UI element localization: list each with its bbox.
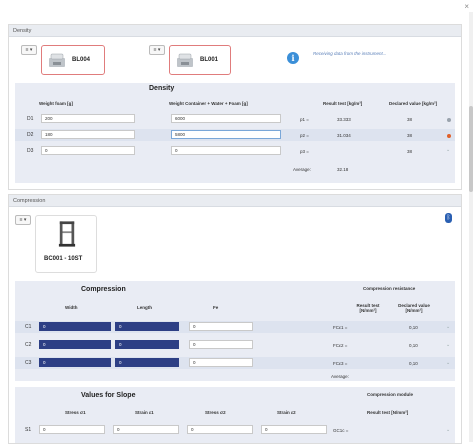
fc-label-c1: FCε1 = bbox=[333, 325, 348, 330]
stress1-input-s1[interactable]: 0 bbox=[39, 425, 105, 434]
header-declared-n: Declared value [N/mm²] bbox=[398, 303, 430, 313]
device-label: BC001 - 10ST bbox=[44, 256, 83, 262]
compression-average-label: Average: bbox=[331, 374, 349, 379]
length-input-c2[interactable]: 0 bbox=[115, 340, 179, 349]
device-card-bc001[interactable]: BC001 - 10ST bbox=[35, 215, 97, 273]
fe-input-c2[interactable]: 0 bbox=[189, 340, 253, 349]
declared-c3: 0,10 bbox=[409, 361, 418, 366]
row-label-s1: S1 bbox=[25, 427, 32, 433]
row-label-d2: D2 bbox=[27, 132, 34, 138]
density-table: Density Weight foam [g] Weight Container… bbox=[15, 83, 455, 183]
density-panel-title: Density bbox=[9, 25, 461, 37]
compression-module-title: Compression module bbox=[367, 392, 414, 397]
header-declared: Declared value [kg/m³] bbox=[389, 101, 438, 106]
density-menu-button-2[interactable]: ≡ ▾ bbox=[149, 45, 165, 55]
slope-table: Values for Slope Compression module Stre… bbox=[15, 387, 455, 443]
header-result-gc: Result test [N/mm²] bbox=[367, 410, 409, 415]
header-weight-container: Weight Container + Water + Foam [g] bbox=[169, 101, 248, 106]
compression-table: Compression Compression resistance Width… bbox=[15, 281, 455, 381]
density-panel: Density ≡ ▾ BL004 ≡ ▾ BL001 i Receiving … bbox=[8, 24, 462, 190]
density-average-value: 32.18 bbox=[337, 167, 349, 172]
chevron-down-icon[interactable]: ⌄ bbox=[446, 147, 451, 153]
header-width: Width bbox=[65, 305, 78, 310]
row-label-c1: C1 bbox=[25, 324, 32, 330]
result-d1: 33.333 bbox=[337, 117, 351, 122]
scale-icon bbox=[49, 53, 65, 67]
width-input-c2[interactable]: 0 bbox=[39, 340, 111, 349]
compression-table-title: Compression bbox=[81, 286, 126, 293]
header-fe: Fe bbox=[213, 305, 219, 310]
info-icon: i bbox=[287, 52, 299, 64]
width-input-c3[interactable]: 0 bbox=[39, 358, 111, 367]
header-stress1: Stress σ1 bbox=[65, 410, 86, 415]
header-strain2: Strain ε2 bbox=[277, 410, 296, 415]
status-dot-d2 bbox=[447, 134, 451, 138]
weight-container-input-d1[interactable]: 6000 bbox=[171, 114, 281, 123]
status-dot-d1 bbox=[447, 118, 451, 122]
width-input-c1[interactable]: 0 bbox=[39, 322, 111, 331]
header-stress2: Stress σ2 bbox=[205, 410, 226, 415]
chevron-down-icon[interactable]: ⌄ bbox=[446, 360, 451, 366]
row-label-c2: C2 bbox=[25, 342, 32, 348]
weight-foam-input-d3[interactable]: 0 bbox=[41, 146, 135, 155]
p-label-d2: p2 = bbox=[300, 133, 309, 138]
info-status-text: Receiving data from the instrument... bbox=[313, 51, 387, 56]
scale-card-bl001[interactable]: BL001 bbox=[169, 45, 231, 75]
strain1-input-s1[interactable]: 0 bbox=[113, 425, 179, 434]
declared-d1: 38 bbox=[407, 117, 413, 122]
scale-label-bl001: BL001 bbox=[200, 57, 219, 63]
p-label-d3: p3 = bbox=[300, 149, 309, 154]
density-average-label: Average: bbox=[293, 167, 311, 172]
chevron-down-icon[interactable]: ⌄ bbox=[446, 324, 451, 330]
fe-input-c1[interactable]: 0 bbox=[189, 322, 253, 331]
length-input-c3[interactable]: 0 bbox=[115, 358, 179, 367]
declared-d3: 38 bbox=[407, 149, 413, 154]
header-length: Length bbox=[137, 305, 152, 310]
row-label-d1: D1 bbox=[27, 116, 34, 122]
header-result-n: Result test [N/mm²] bbox=[356, 303, 380, 313]
close-icon[interactable]: × bbox=[464, 2, 469, 11]
slope-table-title: Values for Slope bbox=[81, 392, 136, 399]
gc-label-s1: GC1c = bbox=[333, 428, 349, 433]
test-machine-icon bbox=[58, 221, 76, 247]
header-strain1: Strain ε1 bbox=[135, 410, 154, 415]
declared-c1: 0,10 bbox=[409, 325, 418, 330]
header-weight-foam: Weight foam [g] bbox=[39, 101, 73, 106]
chevron-down-icon[interactable]: ⌄ bbox=[446, 342, 451, 348]
compression-panel: Compression ≡ ▾ ᛒ BC001 - 10ST Compressi… bbox=[8, 194, 462, 444]
fc-label-c2: FCε2 = bbox=[333, 343, 348, 348]
strain2-input-s1[interactable]: 0 bbox=[261, 425, 327, 434]
row-label-d3: D3 bbox=[27, 148, 34, 154]
compression-resistance-title: Compression resistance bbox=[363, 286, 416, 291]
weight-foam-input-d2[interactable]: 180 bbox=[41, 130, 135, 139]
row-label-c3: C3 bbox=[25, 360, 32, 366]
chevron-down-icon[interactable]: ⌄ bbox=[446, 427, 451, 433]
bluetooth-icon[interactable]: ᛒ bbox=[445, 213, 452, 223]
density-menu-button[interactable]: ≡ ▾ bbox=[21, 45, 37, 55]
compression-menu-button[interactable]: ≡ ▾ bbox=[15, 215, 31, 225]
scale-label-bl004: BL004 bbox=[72, 57, 91, 63]
weight-container-input-d3[interactable]: 0 bbox=[171, 146, 281, 155]
result-d2: 31.034 bbox=[337, 133, 351, 138]
compression-panel-title: Compression bbox=[9, 195, 461, 207]
stress2-input-s1[interactable]: 0 bbox=[187, 425, 253, 434]
header-result: Result test [kg/m³] bbox=[323, 101, 363, 106]
fc-label-c3: FCε3 = bbox=[333, 361, 348, 366]
weight-container-input-d2[interactable]: 5800 bbox=[171, 130, 281, 139]
scrollbar[interactable] bbox=[469, 12, 473, 442]
weight-foam-input-d1[interactable]: 200 bbox=[41, 114, 135, 123]
length-input-c1[interactable]: 0 bbox=[115, 322, 179, 331]
scrollbar-thumb[interactable] bbox=[469, 106, 473, 192]
fe-input-c3[interactable]: 0 bbox=[189, 358, 253, 367]
p-label-d1: p1 = bbox=[300, 117, 309, 122]
density-table-title: Density bbox=[149, 85, 175, 92]
scale-card-bl004[interactable]: BL004 bbox=[41, 45, 105, 75]
declared-c2: 0,10 bbox=[409, 343, 418, 348]
declared-d2: 38 bbox=[407, 133, 413, 138]
scale-icon bbox=[177, 53, 193, 67]
